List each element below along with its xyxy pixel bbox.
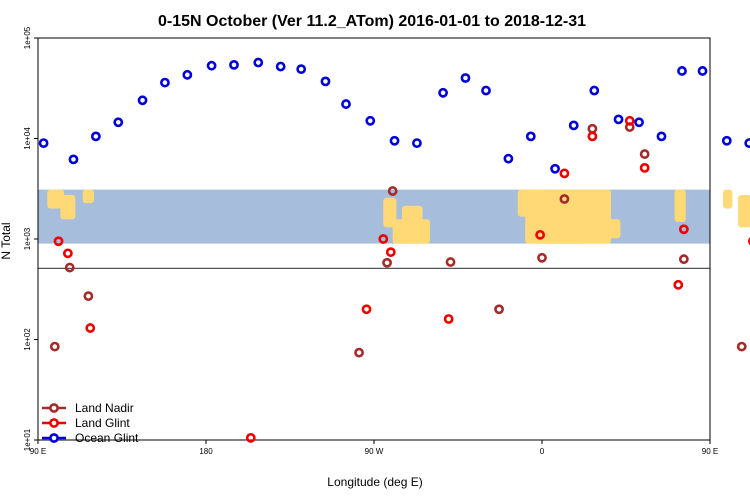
land-nadir-point (494, 304, 504, 315)
ocean-glint-point (253, 57, 264, 68)
map-land-3 (383, 197, 397, 228)
ocean-glint-point (275, 61, 286, 72)
land-nadir-point (445, 257, 456, 267)
land-nadir-point (382, 257, 392, 268)
ocean-glint-point (229, 59, 239, 70)
land-glint-point (748, 237, 750, 246)
land-glint-point (443, 314, 454, 324)
ocean-glint-point (206, 60, 217, 71)
ocean-glint-point (341, 99, 351, 109)
ocean-glint-point (365, 115, 376, 126)
land-nadir-point (387, 186, 398, 196)
ocean-glint-point (481, 85, 491, 96)
ocean-glint-point (697, 66, 708, 76)
x-axis-label: Longitude (deg E) (327, 475, 422, 489)
map-land-11 (723, 189, 733, 209)
y-tick-label: 1e+04 (23, 127, 32, 150)
land-nadir-point (537, 252, 547, 263)
land-glint-point (385, 247, 396, 258)
legend-marker-land-glint (49, 418, 59, 428)
land-glint-point (678, 224, 689, 235)
ocean-glint-point (568, 120, 579, 131)
ocean-glint-point (320, 76, 331, 87)
land-glint-point (85, 323, 96, 333)
land-glint-point (587, 131, 598, 142)
land-nadir-point (587, 123, 598, 134)
land-nadir-point (678, 254, 689, 265)
world-map-band (38, 189, 750, 244)
x-tick-label: 90 E (702, 447, 718, 456)
ocean-glint-point (438, 87, 448, 98)
ocean-glint-point (412, 138, 422, 148)
land-nadir-point (736, 341, 747, 352)
y-tick-label: 1e+05 (23, 26, 32, 49)
map-land-8 (534, 213, 580, 244)
map-land-1 (60, 195, 76, 220)
ocean-glint-point (525, 131, 536, 142)
ocean-glint-point (656, 131, 667, 142)
land-glint-point (378, 234, 389, 244)
y-tick-label: 1e+02 (23, 328, 32, 351)
ocean-glint-point (182, 69, 193, 80)
land-glint-point (559, 168, 570, 179)
map-land-12 (738, 195, 750, 228)
land-nadir-point (83, 291, 94, 302)
legend-marker-land-nadir (49, 403, 59, 413)
land-nadir-point (64, 262, 75, 273)
legend-label-land-glint: Land Glint (75, 416, 130, 430)
y-tick-label: 1e+01 (23, 428, 32, 451)
y-tick-label: 1e+03 (23, 227, 32, 250)
chart-title: 0-15N October (Ver 11.2_ATom) 2016-01-01… (158, 13, 586, 30)
ocean-glint-point (68, 154, 79, 165)
y-axis: 1e+01 1e+02 1e+03 1e+04 1e+05 (23, 26, 38, 451)
map-land-9 (607, 219, 621, 239)
legend-marker-ocean-glint (49, 433, 59, 443)
x-tick-label: 0 (540, 447, 545, 456)
legend-label-land-nadir: Land Nadir (75, 401, 134, 415)
y-axis-label: N Total (0, 222, 13, 259)
land-nadir-point (49, 341, 60, 352)
land-nadir-point (559, 194, 570, 204)
x-tick-label: 90 W (365, 447, 384, 456)
land-glint-point (245, 432, 256, 443)
ocean-glint-point (634, 117, 644, 128)
land-nadir-point (639, 149, 650, 159)
land-glint-point (361, 304, 372, 315)
x-tick-label: 180 (199, 447, 213, 456)
ocean-glint-point (296, 64, 307, 75)
map-land-0 (47, 189, 65, 209)
land-glint-point (62, 248, 73, 259)
ocean-glint-point (460, 73, 471, 83)
map-land-10 (674, 189, 686, 223)
legend-label-ocean-glint: Ocean Glint (75, 431, 139, 445)
land-glint-point (53, 236, 64, 247)
land-glint-point (639, 162, 650, 173)
ocean-glint-point (389, 135, 400, 146)
land-glint-point (535, 229, 546, 240)
x-axis: 90 E 180 90 W 0 90 E (30, 440, 718, 456)
x-tick-label: 90 E (30, 447, 46, 456)
land-glint-point (673, 279, 684, 290)
ocean-glint-point (113, 117, 124, 128)
map-land-5 (402, 205, 423, 244)
ocean-glint-point (744, 138, 750, 148)
land-glint-point (624, 115, 635, 126)
ocean-glint-point (137, 95, 148, 106)
ocean-glint-point (90, 131, 101, 142)
land-nadir-point (354, 347, 364, 358)
ocean-glint-point (613, 114, 624, 125)
ocean-glint-point (503, 153, 514, 164)
ocean-glint-point (38, 138, 49, 148)
ocean-glint-point (160, 77, 170, 88)
ocean-glint-point (677, 66, 687, 76)
ocean-glint-point (721, 135, 732, 146)
map-land-2 (82, 189, 94, 204)
ocean-glint-point (550, 163, 560, 174)
ocean-glint-point (589, 85, 600, 96)
data-points (38, 57, 750, 443)
